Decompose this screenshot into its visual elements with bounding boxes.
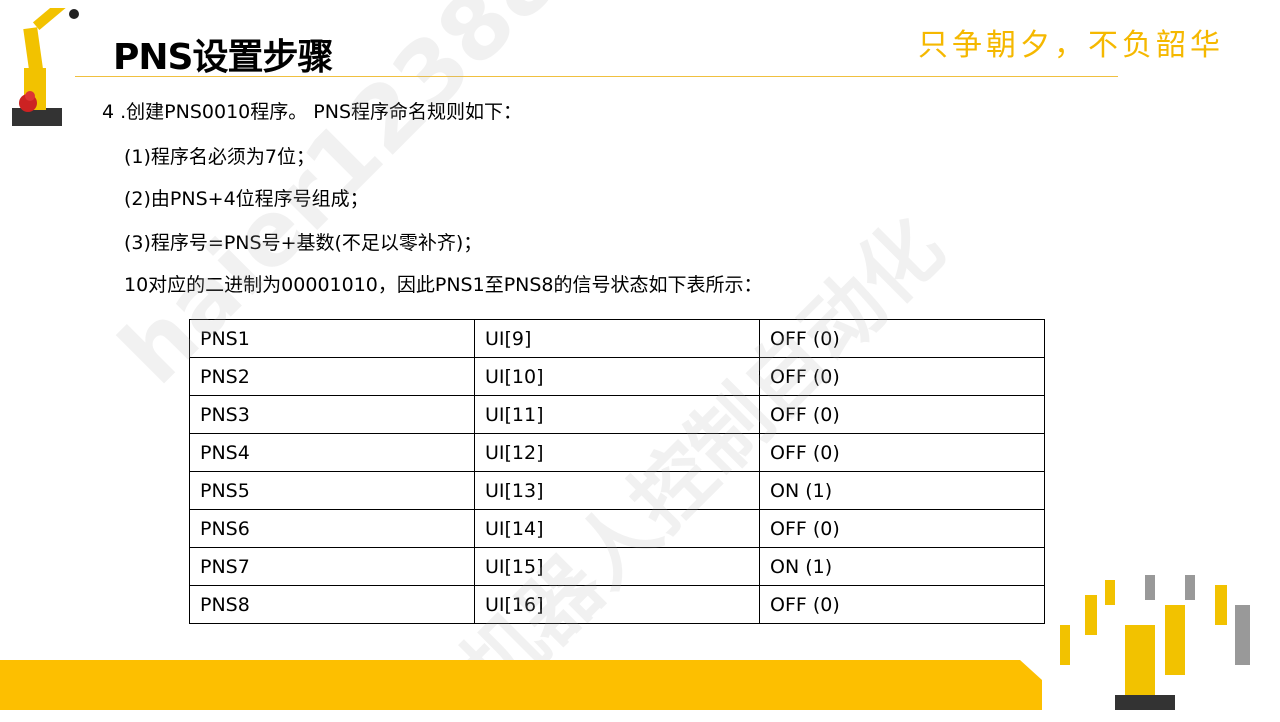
ui-signal-cell: UI[11] — [474, 395, 760, 434]
table-row: PNS4 UI[12] OFF (0) — [189, 433, 1045, 472]
table-row: PNS6 UI[14] OFF (0) — [189, 509, 1045, 548]
robot-arm-image — [12, 8, 79, 126]
signal-state-cell: OFF (0) — [759, 509, 1045, 548]
ui-signal-cell: UI[9] — [474, 319, 760, 358]
ui-signal-cell: UI[13] — [474, 471, 760, 510]
page-title: PNS设置步骤 — [113, 37, 333, 78]
table-row: PNS5 UI[13] ON (1) — [189, 471, 1045, 510]
pns-name-cell: PNS4 — [189, 433, 475, 472]
table-row: PNS8 UI[16] OFF (0) — [189, 585, 1045, 624]
signal-state-cell: OFF (0) — [759, 319, 1045, 358]
signal-state-cell: ON (1) — [759, 547, 1045, 586]
signal-state-cell: OFF (0) — [759, 585, 1045, 624]
pns-name-cell: PNS5 — [189, 471, 475, 510]
rule-2: (2)由PNS+4位程序号组成； — [124, 188, 369, 210]
pns-signal-table: PNS1 UI[9] OFF (0) PNS2 UI[10] OFF (0) PNS3 UI[… — [189, 319, 1045, 624]
rule-1: (1)程序名必须为7位； — [124, 146, 316, 168]
pns-name-cell: PNS1 — [189, 319, 475, 358]
signal-state-cell: OFF (0) — [759, 433, 1045, 472]
pns-name-cell: PNS2 — [189, 357, 475, 396]
ui-signal-cell: UI[15] — [474, 547, 760, 586]
signal-state-cell: OFF (0) — [759, 395, 1045, 434]
signal-state-cell: ON (1) — [759, 471, 1045, 510]
robots-collage-image — [1060, 575, 1250, 710]
table-row: PNS3 UI[11] OFF (0) — [189, 395, 1045, 434]
table-row: PNS7 UI[15] ON (1) — [189, 547, 1045, 586]
slogan: 只争朝夕，不负韶华 — [918, 28, 1224, 63]
table-row: PNS2 UI[10] OFF (0) — [189, 357, 1045, 396]
ui-signal-cell: UI[10] — [474, 357, 760, 396]
signal-state-cell: OFF (0) — [759, 357, 1045, 396]
pns-name-cell: PNS7 — [189, 547, 475, 586]
footer-bar — [0, 660, 1042, 710]
pns-name-cell: PNS3 — [189, 395, 475, 434]
ui-signal-cell: UI[16] — [474, 585, 760, 624]
table-row: PNS1 UI[9] OFF (0) — [189, 319, 1045, 358]
rule-3: (3)程序号=PNS号+基数(不足以零补齐)； — [124, 232, 483, 254]
pns-name-cell: PNS6 — [189, 509, 475, 548]
binary-note: 10对应的二进制为00001010，因此PNS1至PNS8的信号状态如下表所示： — [124, 274, 763, 296]
title-divider — [75, 76, 1118, 77]
pns-name-cell: PNS8 — [189, 585, 475, 624]
ui-signal-cell: UI[12] — [474, 433, 760, 472]
step-heading: 4 .创建PNS0010程序。 PNS程序命名规则如下： — [102, 101, 523, 123]
ui-signal-cell: UI[14] — [474, 509, 760, 548]
